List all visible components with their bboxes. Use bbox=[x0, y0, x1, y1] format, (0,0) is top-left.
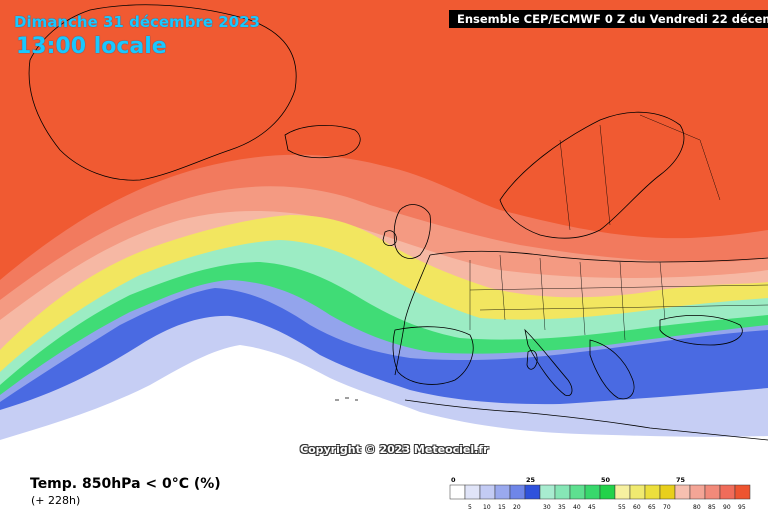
color-scale-minor-label: 15 bbox=[498, 504, 506, 511]
color-scale-minor-label: 60 bbox=[633, 504, 641, 511]
color-scale-box bbox=[719, 484, 736, 500]
color-scale-minor-label: 80 bbox=[693, 504, 701, 511]
color-scale: 0 25 50 75 5 10 15 20 30 35 40 45 55 60 65 70 80 85 90 95 bbox=[449, 476, 751, 511]
color-scale-box bbox=[584, 484, 601, 500]
color-scale-minor-label: 10 bbox=[483, 504, 491, 511]
color-scale-box bbox=[524, 484, 541, 500]
color-scale-minor-label: 30 bbox=[543, 504, 551, 511]
color-scale-box bbox=[614, 484, 631, 500]
color-scale-minor-label: 45 bbox=[588, 504, 596, 511]
color-scale-minor-label: 70 bbox=[663, 504, 671, 511]
color-scale-minor-label: 85 bbox=[708, 504, 716, 511]
color-scale-box bbox=[569, 484, 586, 500]
color-scale-minor-ticks: 5 10 15 20 30 35 40 45 55 60 65 70 80 85 90 95 bbox=[468, 504, 746, 511]
forecast-date: Dimanche 31 décembre 2023 bbox=[14, 13, 260, 31]
color-scale-minor-label: 5 bbox=[468, 504, 472, 511]
color-scale-major-ticks: 0 25 50 75 bbox=[451, 476, 686, 484]
color-scale-box bbox=[629, 484, 646, 500]
color-scale-box bbox=[599, 484, 616, 500]
probability-map bbox=[0, 0, 768, 472]
legend-lead-time: (+ 228h) bbox=[31, 494, 81, 507]
copyright-watermark: Copyright © 2023 Meteociel.fr bbox=[300, 443, 489, 456]
color-scale-minor-label: 20 bbox=[513, 504, 521, 511]
color-scale-box bbox=[644, 484, 661, 500]
color-scale-minor-label: 35 bbox=[558, 504, 566, 511]
forecast-time: 13:00 locale bbox=[16, 34, 167, 59]
band-white bbox=[0, 345, 768, 472]
color-scale-major-label: 25 bbox=[526, 476, 536, 484]
color-scale-major-label: 0 bbox=[451, 476, 456, 484]
color-scale-minor-label: 90 bbox=[723, 504, 731, 511]
color-scale-box bbox=[674, 484, 691, 500]
color-scale-box bbox=[509, 484, 526, 500]
color-scale-box bbox=[449, 484, 466, 500]
legend-title: Temp. 850hPa < 0°C (%) bbox=[30, 476, 221, 492]
color-scale-box bbox=[554, 484, 571, 500]
country-borders bbox=[469, 114, 768, 341]
color-scale-minor-label: 95 bbox=[738, 504, 746, 511]
color-scale-major-label: 50 bbox=[601, 476, 611, 484]
coastlines bbox=[28, 4, 768, 441]
color-scale-box bbox=[539, 484, 556, 500]
color-scale-minor-label: 55 bbox=[618, 504, 626, 511]
color-scale-box bbox=[659, 484, 676, 500]
color-scale-box bbox=[479, 484, 496, 500]
color-scale-box bbox=[734, 484, 751, 500]
color-scale-minor-label: 65 bbox=[648, 504, 656, 511]
color-scale-minor-label: 40 bbox=[573, 504, 581, 511]
color-scale-major-label: 75 bbox=[676, 476, 686, 484]
color-scale-box bbox=[464, 484, 481, 500]
color-scale-boxes bbox=[449, 484, 751, 500]
model-run-banner: Ensemble CEP/ECMWF 0 Z du Vendredi 22 dé… bbox=[449, 10, 768, 28]
color-scale-box bbox=[689, 484, 706, 500]
color-scale-box bbox=[704, 484, 721, 500]
color-scale-box bbox=[494, 484, 511, 500]
